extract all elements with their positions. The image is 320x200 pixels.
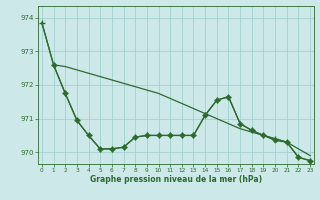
X-axis label: Graphe pression niveau de la mer (hPa): Graphe pression niveau de la mer (hPa) [90, 175, 262, 184]
